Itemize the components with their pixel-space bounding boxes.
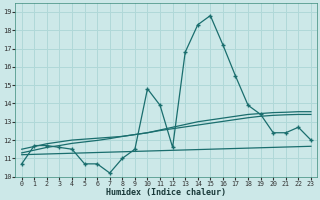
X-axis label: Humidex (Indice chaleur): Humidex (Indice chaleur) xyxy=(106,188,226,197)
